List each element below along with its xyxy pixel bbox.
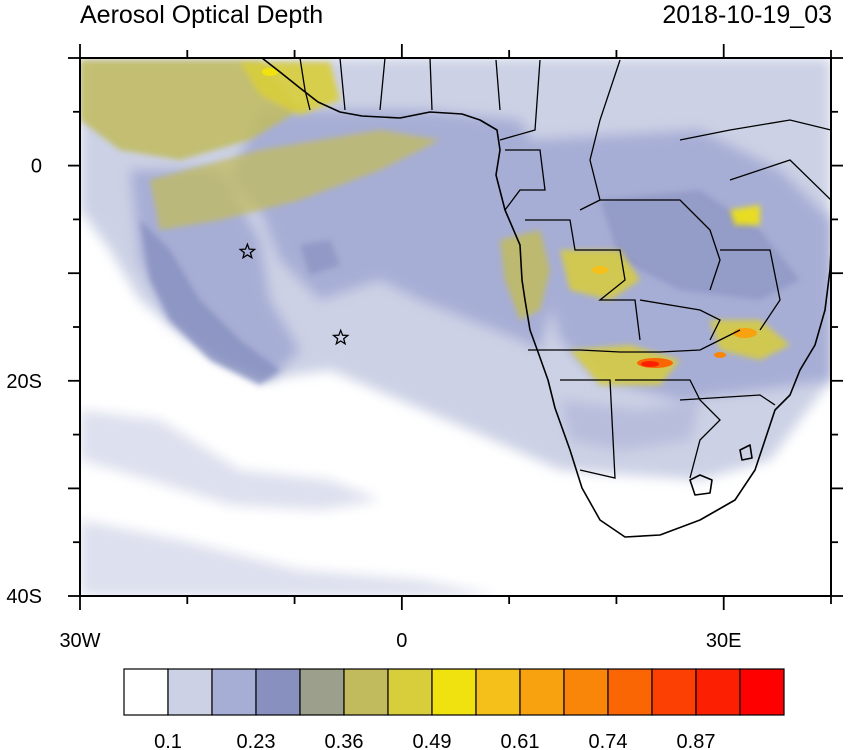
- lon-tick-label: 30W: [59, 630, 100, 652]
- colorbar-swatch: [211, 668, 257, 716]
- colorbar-label: 0.1: [154, 731, 182, 750]
- colorbar-label: 0.49: [413, 731, 452, 750]
- colorbar-label: 0.61: [501, 731, 540, 750]
- colorbar-swatch: [387, 668, 433, 716]
- colorbar-label: 0.23: [237, 731, 276, 750]
- coastlines: [261, 58, 831, 538]
- colorbar-swatch: [739, 668, 785, 716]
- aod-high-layer: [80, 60, 790, 385]
- colorbar-swatch: [475, 668, 521, 716]
- aod-field: [80, 58, 831, 596]
- lon-tick-label: 0: [396, 630, 407, 652]
- colorbar-swatch: [167, 668, 213, 716]
- colorbar-label: 0.36: [325, 731, 364, 750]
- timestamp-label: 2018-10-19_03: [662, 1, 832, 29]
- colorbar-swatch: [299, 668, 345, 716]
- lon-tick-label: 30E: [706, 630, 742, 652]
- colorbar-swatch: [607, 668, 653, 716]
- colorbar-swatch: [255, 668, 301, 716]
- colorbar-swatch: [343, 668, 389, 716]
- colorbar-label: 0.74: [589, 731, 628, 750]
- lat-tick-label: 40S: [6, 586, 42, 608]
- colorbar-swatch: [563, 668, 609, 716]
- station-markers: [238, 242, 350, 346]
- colorbar: 0.1 0.23 0.36 0.49 0.61 0.74 0.87: [123, 668, 785, 750]
- colorbar-label: 0.87: [677, 731, 716, 750]
- country-borders: [299, 58, 831, 479]
- colorbar-swatch: [695, 668, 741, 716]
- colorbar-swatch: [123, 668, 169, 716]
- colorbar-swatch: [431, 668, 477, 716]
- colorbar-swatch: [519, 668, 565, 716]
- axis-ticks: 30W 0 30E 0 20S 40S: [6, 44, 843, 652]
- colorbar-swatch: [651, 668, 697, 716]
- aod-dark-layer: [140, 190, 800, 385]
- station-star-icon: [331, 328, 350, 346]
- lat-tick-label: 0: [31, 156, 42, 178]
- map-title: Aerosol Optical Depth: [80, 1, 324, 29]
- station-star-icon: [238, 242, 257, 260]
- lat-tick-label: 20S: [6, 371, 42, 393]
